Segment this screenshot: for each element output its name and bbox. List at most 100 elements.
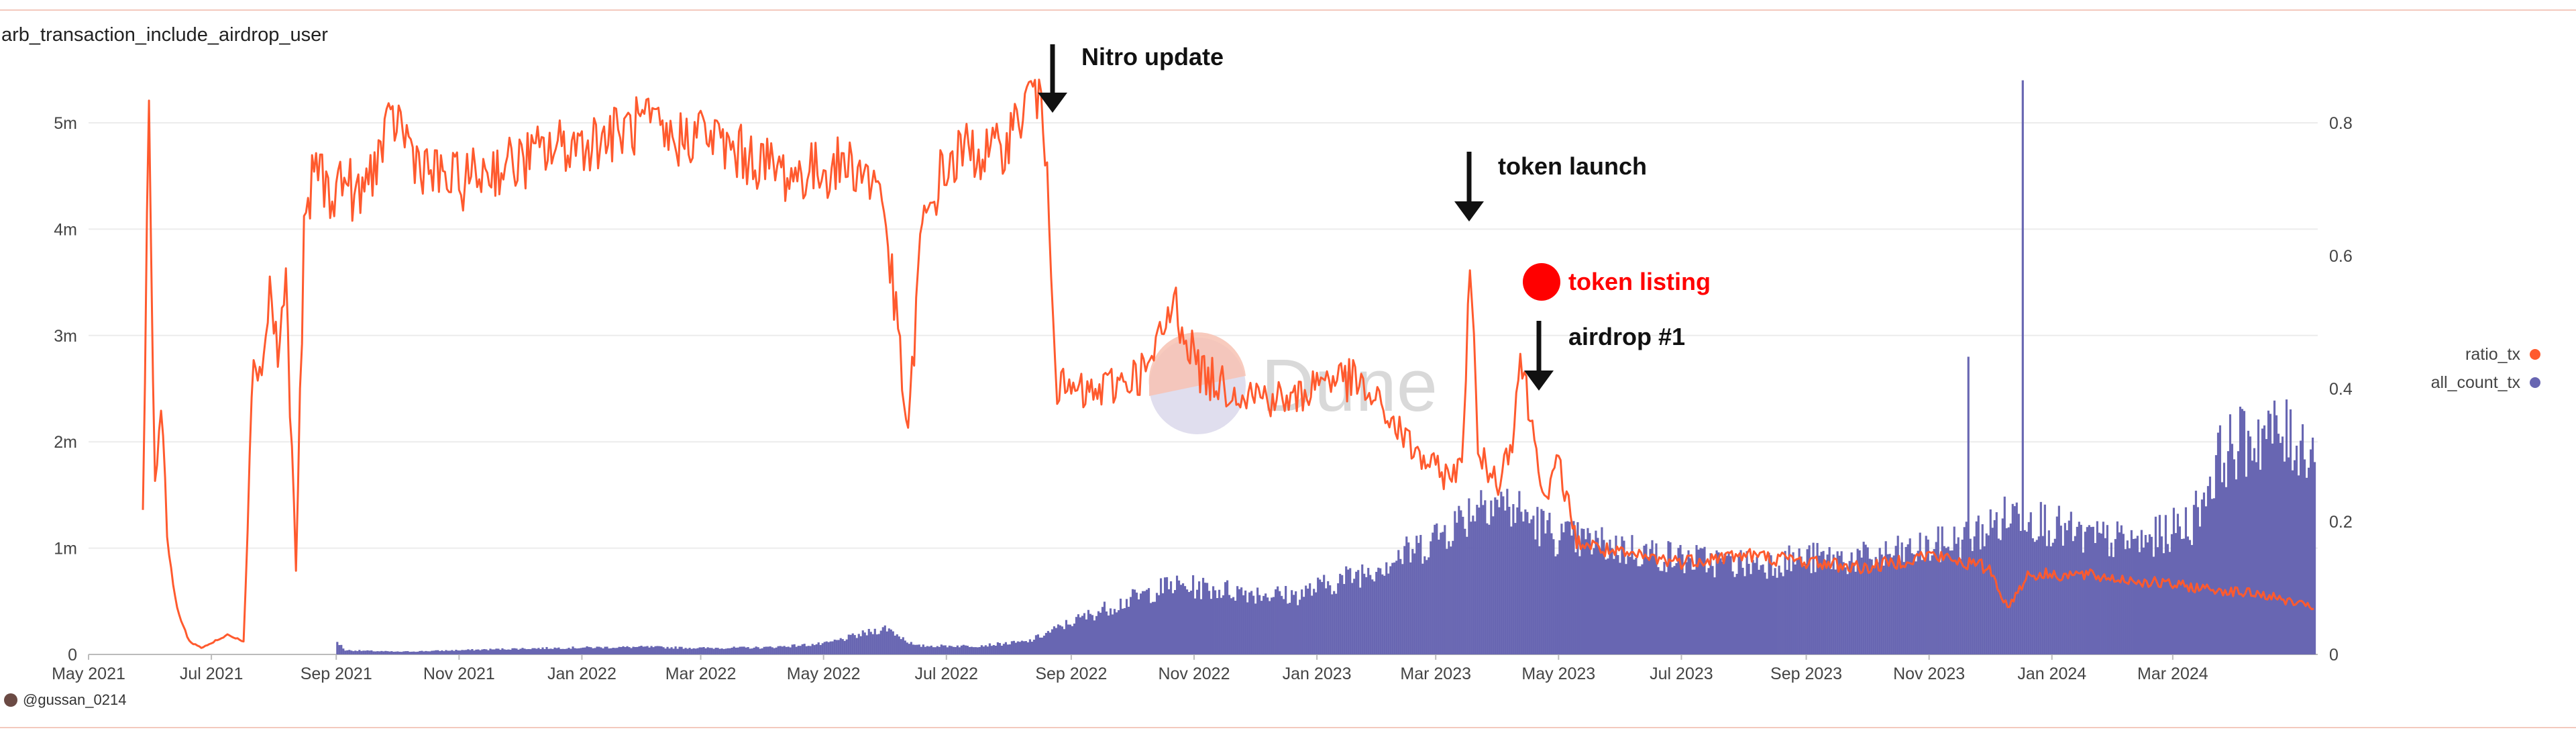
- count-bar: [392, 652, 395, 654]
- count-bar: [1890, 557, 1893, 654]
- count-bar: [650, 646, 653, 654]
- count-bar: [2124, 549, 2127, 654]
- count-bar: [1387, 573, 1390, 654]
- count-bar: [807, 646, 810, 654]
- count-bar: [2295, 445, 2298, 654]
- x-tick-label: Jan 2024: [2017, 664, 2086, 683]
- count-bar: [1004, 642, 1007, 654]
- count-bar: [2011, 503, 2014, 654]
- count-bar: [741, 646, 743, 654]
- count-bar: [2269, 413, 2272, 654]
- count-bar: [531, 648, 534, 654]
- count-bar: [1804, 563, 1807, 654]
- count-bar: [411, 651, 413, 654]
- count-bar: [1462, 516, 1464, 654]
- count-bar: [505, 650, 508, 654]
- count-bar: [1115, 612, 1118, 654]
- count-bar: [566, 648, 568, 654]
- count-bar: [1611, 548, 1613, 654]
- count-bar: [1165, 577, 1169, 654]
- count-bar: [1327, 581, 1330, 654]
- avatar: [4, 693, 17, 707]
- count-bar: [1917, 550, 1919, 654]
- count-bar: [2005, 528, 2008, 654]
- count-bar: [1864, 544, 1867, 654]
- count-bar: [2122, 534, 2125, 654]
- count-bar: [914, 644, 916, 654]
- count-bar: [1121, 608, 1124, 654]
- count-bar: [890, 629, 892, 654]
- count-bar: [537, 648, 540, 654]
- count-bar: [1230, 598, 1233, 654]
- count-bar: [1335, 593, 1338, 654]
- count-bar: [1147, 588, 1150, 654]
- count-bar: [976, 647, 979, 654]
- count-bar: [1291, 590, 1293, 654]
- count-bar: [1297, 605, 1299, 654]
- count-bar: [716, 648, 719, 654]
- count-bar: [974, 647, 977, 654]
- count-bar: [1701, 548, 1704, 654]
- count-bar: [658, 646, 661, 654]
- count-bar: [1022, 641, 1025, 654]
- count-bar: [1171, 593, 1175, 654]
- count-bar: [708, 648, 711, 654]
- count-bar: [2247, 430, 2250, 654]
- count-bar: [1870, 559, 1873, 654]
- count-bar: [1051, 629, 1054, 654]
- count-bar: [1794, 564, 1796, 654]
- count-bar: [388, 651, 391, 654]
- count-bar: [1448, 541, 1450, 654]
- count-bar: [1260, 601, 1263, 654]
- count-bar: [549, 648, 552, 654]
- count-bar: [576, 648, 578, 654]
- count-bar: [761, 648, 763, 654]
- count-bar: [930, 645, 932, 654]
- count-bar: [843, 640, 846, 654]
- count-bar: [640, 646, 643, 654]
- count-bar: [1733, 577, 1736, 654]
- count-bar: [2267, 410, 2270, 654]
- count-bar: [2214, 455, 2218, 654]
- count-bar: [1748, 564, 1750, 654]
- count-bar: [1655, 543, 1658, 654]
- count-bar: [1552, 539, 1555, 654]
- count-bar: [374, 651, 377, 654]
- count-bar: [1492, 516, 1495, 654]
- count-bar: [1123, 608, 1126, 654]
- count-bar: [1030, 642, 1033, 654]
- count-bar: [1729, 556, 1732, 654]
- count-bar: [2184, 507, 2188, 654]
- count-bar: [1526, 511, 1529, 654]
- count-bar: [1287, 603, 1289, 654]
- count-bar: [1959, 558, 1962, 654]
- count-bar: [1635, 558, 1638, 654]
- count-bar: [1222, 595, 1225, 654]
- count-bar: [1063, 629, 1066, 654]
- count-bar: [1494, 497, 1497, 654]
- count-bar: [2158, 515, 2161, 654]
- count-bar: [604, 646, 606, 654]
- count-bar: [1214, 590, 1217, 654]
- count-bar: [1369, 575, 1372, 654]
- count-bar: [2291, 470, 2294, 654]
- count-bar: [2243, 411, 2246, 654]
- count-bar: [2255, 462, 2258, 654]
- count-bar: [753, 647, 755, 654]
- count-bar: [1267, 597, 1269, 654]
- count-bar: [1941, 526, 1943, 654]
- count-bar: [2283, 461, 2286, 654]
- count-bar: [1049, 632, 1052, 654]
- annotation-token-listing: token listing: [1568, 268, 1711, 295]
- count-bar: [906, 642, 908, 654]
- count-bar: [2277, 434, 2280, 654]
- count-bar: [2235, 479, 2238, 654]
- count-bar: [1554, 556, 1557, 654]
- count-bar: [2275, 415, 2278, 654]
- count-bar: [1329, 585, 1332, 654]
- count-bar: [1071, 626, 1074, 654]
- count-bar: [2078, 522, 2080, 654]
- count-bar: [527, 648, 530, 654]
- count-bar: [1790, 571, 1792, 654]
